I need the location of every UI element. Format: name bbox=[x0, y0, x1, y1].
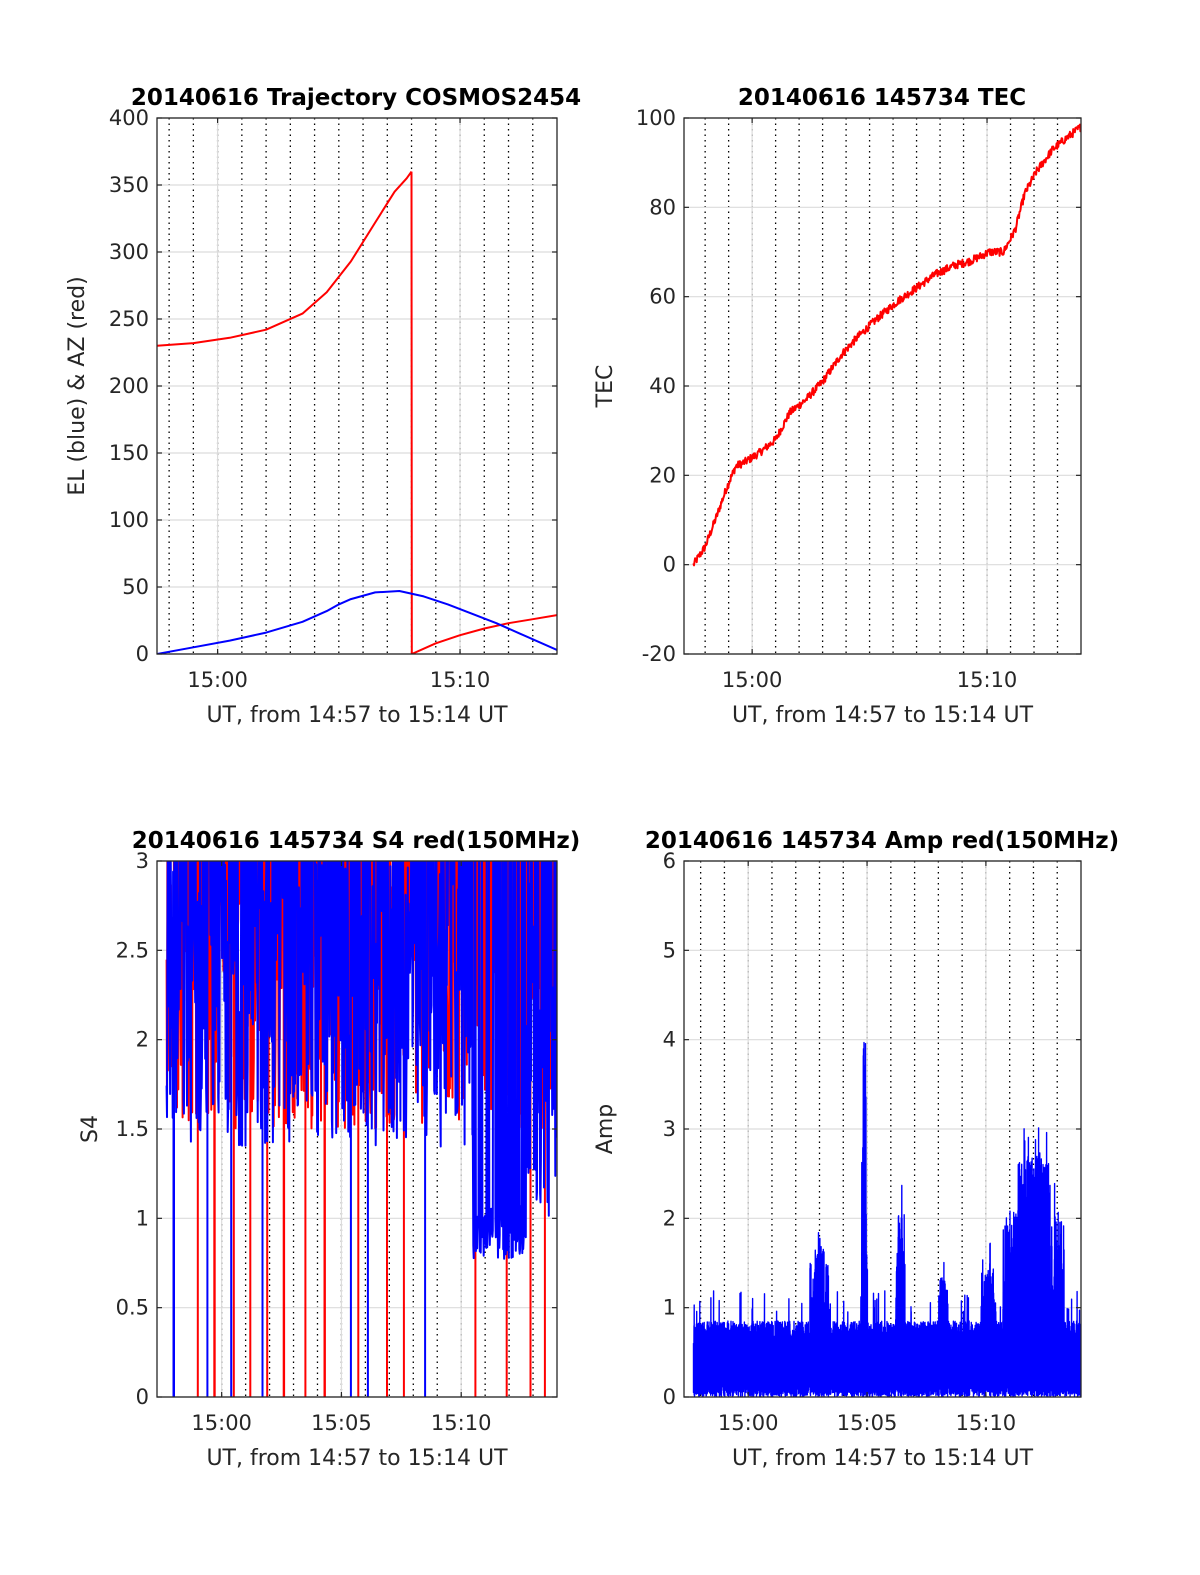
x-tick-label: 15:10 bbox=[957, 668, 1018, 692]
y-tick-label: 100 bbox=[636, 106, 676, 130]
chart-title: 20140616 145734 S4 red(150MHz) bbox=[132, 828, 581, 854]
x-tick-label: 15:10 bbox=[956, 1411, 1017, 1435]
y-tick-label: 1 bbox=[136, 1206, 149, 1230]
y-tick-label: 400 bbox=[109, 106, 149, 130]
chart-tec: -20 0 20 40 60 80 100 15:00 15:10 20140616 145734… bbox=[593, 85, 1082, 728]
x-axis-label: UT, from 14:57 to 15:14 UT bbox=[732, 703, 1034, 728]
x-tick-label: 15:00 bbox=[187, 668, 248, 692]
x-tick-label: 15:00 bbox=[718, 1411, 779, 1435]
y-tick-label: 250 bbox=[109, 307, 149, 331]
y-tick-label: 2 bbox=[663, 1206, 676, 1230]
plot-area bbox=[165, 861, 557, 1397]
y-tick-label: 3 bbox=[136, 849, 149, 873]
y-tick-label: 200 bbox=[109, 374, 149, 398]
y-tick-label: 50 bbox=[122, 575, 149, 599]
y-tick-label: 5 bbox=[663, 938, 676, 962]
y-axis-label: Amp bbox=[593, 1104, 618, 1154]
x-axis-label: UT, from 14:57 to 15:14 UT bbox=[732, 1446, 1034, 1471]
y-tick-label: 6 bbox=[663, 849, 676, 873]
y-tick-label: 1.5 bbox=[116, 1117, 149, 1141]
y-tick-label: 20 bbox=[649, 463, 676, 487]
y-tick-label: 1 bbox=[663, 1296, 676, 1320]
x-tick-label: 15:10 bbox=[430, 668, 491, 692]
y-tick-label: 80 bbox=[649, 195, 676, 219]
x-axis-label: UT, from 14:57 to 15:14 UT bbox=[206, 1446, 508, 1471]
series-line-0 bbox=[157, 171, 413, 347]
y-tick-label: 0 bbox=[663, 553, 676, 577]
x-tick-label: 15:05 bbox=[311, 1411, 372, 1435]
y-tick-label: 0 bbox=[136, 642, 149, 666]
x-tick-label: 15:00 bbox=[722, 668, 783, 692]
y-axis-label: S4 bbox=[78, 1115, 103, 1143]
plot-area bbox=[157, 171, 557, 654]
series-line-1 bbox=[410, 171, 557, 654]
y-tick-label: 3 bbox=[663, 1117, 676, 1141]
x-tick-label: 15:05 bbox=[837, 1411, 898, 1435]
x-tick-label: 15:10 bbox=[431, 1411, 492, 1435]
series-line-1 bbox=[165, 861, 557, 1397]
plot-area bbox=[692, 123, 1081, 567]
series-line-2 bbox=[157, 590, 557, 654]
y-tick-label: 350 bbox=[109, 173, 149, 197]
y-tick-label: 150 bbox=[109, 441, 149, 465]
x-tick-label: 15:00 bbox=[191, 1411, 252, 1435]
chart-title: 20140616 Trajectory COSMOS2454 bbox=[131, 85, 581, 111]
y-axis-label: TEC bbox=[593, 365, 618, 409]
y-tick-label: 300 bbox=[109, 240, 149, 264]
plot-area bbox=[692, 1041, 1081, 1397]
y-tick-label: 40 bbox=[649, 374, 676, 398]
y-tick-label: 60 bbox=[649, 285, 676, 309]
series-line-0 bbox=[692, 1041, 1081, 1397]
x-axis-label: UT, from 14:57 to 15:14 UT bbox=[206, 703, 508, 728]
y-tick-label: -20 bbox=[642, 642, 676, 666]
y-tick-label: 0 bbox=[663, 1385, 676, 1409]
chart-traj: 0 50 100 150 200 250 300 350 400 15:00 15:10 201406… bbox=[65, 85, 581, 728]
series-line-0 bbox=[692, 123, 1081, 567]
y-tick-label: 4 bbox=[663, 1028, 676, 1052]
y-tick-label: 2.5 bbox=[116, 938, 149, 962]
y-tick-label: 0.5 bbox=[116, 1296, 149, 1320]
y-tick-label: 0 bbox=[136, 1385, 149, 1409]
chart-title: 20140616 145734 TEC bbox=[738, 85, 1026, 111]
chart-s4: 0 0.5 1 1.5 2 2.5 3 15:00 15:05 15:10 20140616 145… bbox=[78, 828, 581, 1471]
y-tick-label: 100 bbox=[109, 508, 149, 532]
y-tick-label: 2 bbox=[136, 1028, 149, 1052]
y-axis-label: EL (blue) & AZ (red) bbox=[65, 276, 90, 495]
chart-amp: 0 1 2 3 4 5 6 15:00 15:05 15:10 20140616 145734 Am… bbox=[593, 828, 1119, 1471]
chart-title: 20140616 145734 Amp red(150MHz) bbox=[645, 828, 1119, 854]
